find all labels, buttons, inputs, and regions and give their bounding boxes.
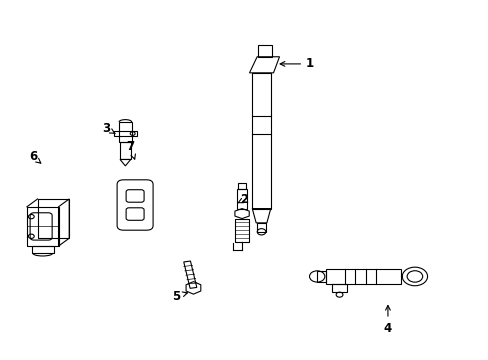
Bar bbox=[237, 183, 246, 189]
Bar bbox=[38, 199, 69, 238]
Bar bbox=[114, 131, 137, 136]
Bar bbox=[257, 45, 272, 57]
Text: 7: 7 bbox=[126, 140, 135, 159]
Bar bbox=[119, 122, 131, 141]
Text: 2: 2 bbox=[237, 193, 248, 206]
Text: 5: 5 bbox=[172, 289, 187, 303]
Bar bbox=[317, 271, 325, 282]
Bar bbox=[120, 141, 130, 159]
Bar bbox=[234, 219, 249, 242]
Text: 4: 4 bbox=[383, 306, 391, 335]
Bar bbox=[32, 246, 54, 253]
Text: 1: 1 bbox=[280, 57, 314, 71]
Bar bbox=[257, 223, 265, 232]
Text: 6: 6 bbox=[29, 150, 41, 163]
Bar bbox=[27, 207, 59, 246]
Bar bbox=[331, 284, 346, 292]
Text: 3: 3 bbox=[102, 122, 115, 135]
Bar bbox=[236, 189, 247, 208]
Bar bbox=[325, 269, 401, 284]
Bar bbox=[252, 73, 270, 208]
